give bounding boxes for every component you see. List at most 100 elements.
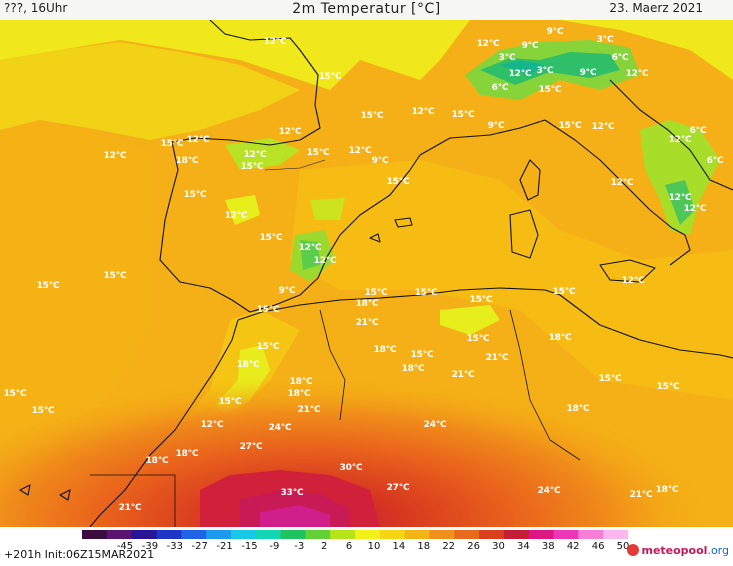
temperature-label: 3°C — [498, 53, 516, 63]
temperature-label: 15°C — [256, 342, 280, 352]
temperature-label: 15°C — [3, 389, 27, 399]
color-scale-segment — [454, 530, 480, 539]
temperature-label: 15°C — [598, 374, 622, 384]
temperature-label: 6°C — [706, 156, 724, 166]
temperature-label: 24°C — [537, 486, 561, 496]
temperature-label: 27°C — [386, 483, 410, 493]
temperature-label: 12°C — [186, 135, 210, 145]
color-scale-segment — [280, 530, 306, 539]
color-scale-segment — [379, 530, 406, 539]
temperature-label: 15°C — [259, 233, 283, 243]
color-scale-bar — [82, 530, 628, 539]
color-scale-segment — [330, 530, 356, 539]
temperature-label: 6°C — [611, 53, 629, 63]
color-scale-tick-label: 30 — [492, 541, 505, 552]
color-scale-tick-label: 50 — [616, 541, 630, 552]
temperature-label: 21°C — [451, 370, 475, 380]
temperature-label: 30°C — [339, 463, 363, 473]
temperature-field — [0, 20, 733, 527]
temperature-label: 18°C — [401, 364, 425, 374]
color-scale-tick-label: 6 — [345, 541, 353, 552]
forecast-date: 23. Maerz 2021 — [609, 1, 703, 15]
temperature-label: 9°C — [579, 68, 597, 78]
temperature-label: 12°C — [625, 69, 649, 79]
temperature-label: 12°C — [278, 127, 302, 137]
temperature-label: 12°C — [243, 150, 267, 160]
temperature-label: 9°C — [371, 156, 389, 166]
color-scale-segment — [603, 530, 628, 539]
temperature-label: 15°C — [256, 305, 280, 315]
temperature-label: 15°C — [386, 177, 410, 187]
color-scale-segment — [305, 530, 331, 539]
color-scale-segment — [82, 530, 108, 539]
color-scale-tick-label: -45 — [116, 541, 134, 552]
temperature-label: 9°C — [546, 27, 564, 37]
temperature-label: 6°C — [491, 83, 509, 93]
color-scale-tick-label: 22 — [442, 541, 456, 552]
color-scale-tick-label: 34 — [517, 541, 530, 552]
temperature-label: 15°C — [414, 288, 438, 298]
temperature-label: 12°C — [668, 193, 692, 203]
temperature-label: 12°C — [411, 107, 435, 117]
color-scale-tick-label: -33 — [166, 541, 183, 552]
temperature-label: 21°C — [297, 405, 321, 415]
logo-icon — [627, 544, 640, 556]
temperature-label: 18°C — [287, 389, 311, 399]
color-scale-segment — [255, 530, 282, 539]
temperature-label: 15°C — [103, 271, 127, 281]
color-scale-tick-label: 2 — [321, 541, 328, 552]
color-scale-tick-label: -15 — [241, 541, 258, 552]
color-scale-segment — [355, 530, 381, 539]
temperature-label: 15°C — [360, 111, 384, 121]
color-scale-tick-label: -3 — [294, 541, 305, 552]
temperature-label: 15°C — [306, 148, 330, 158]
temperature-label: 15°C — [364, 288, 388, 298]
temperature-label: 12°C — [683, 204, 707, 214]
color-scale-segment — [181, 530, 207, 539]
map-title: 2m Temperatur [°C] — [292, 1, 441, 17]
temperature-label: 18°C — [655, 485, 679, 495]
temperature-label: 21°C — [485, 353, 509, 363]
color-scale-tick-label: 42 — [566, 541, 580, 552]
color-scale-tick-label: 18 — [417, 541, 431, 552]
color-scale-segment — [479, 530, 505, 539]
color-scale-segment — [528, 530, 555, 539]
color-scale-tick-label: 46 — [591, 541, 605, 552]
meteopool-logo[interactable]: meteopool.org — [627, 544, 729, 557]
temperature-label: 12°C — [591, 122, 615, 132]
temperature-label: 12°C — [476, 39, 500, 49]
color-scale-tick-label: 14 — [392, 541, 406, 552]
temperature-label: 15°C — [318, 72, 342, 82]
temperature-label: 15°C — [656, 382, 680, 392]
temperature-label: 18°C — [236, 360, 260, 370]
temperature-label: 15°C — [469, 295, 493, 305]
temperature-label: 18°C — [373, 345, 397, 355]
temperature-label: 18°C — [548, 333, 572, 343]
color-scale-segment — [131, 530, 157, 539]
logo-domain: .org — [707, 544, 729, 557]
temperature-label: 12°C — [610, 178, 634, 188]
temperature-label: 12°C — [621, 276, 645, 286]
color-scale-segment — [553, 530, 579, 539]
temperature-label: 6°C — [689, 126, 707, 136]
temperature-label: 3°C — [596, 35, 614, 45]
init-time-label: +201h Init:06Z15MAR2021 — [4, 548, 155, 561]
temperature-label: 12°C — [348, 146, 372, 156]
color-scale-segment — [230, 530, 257, 539]
temperature-label: 15°C — [410, 350, 434, 360]
temperature-label: 12°C — [508, 69, 532, 79]
color-scale-tick-label: -27 — [191, 541, 208, 552]
temperature-label: 18°C — [175, 156, 199, 166]
temperature-label: 24°C — [268, 423, 292, 433]
temperature-label: 15°C — [31, 406, 55, 416]
temperature-label: 12°C — [313, 256, 337, 266]
temperature-label: 12°C — [298, 243, 322, 253]
temperature-label: 21°C — [629, 490, 653, 500]
temperature-label: 15°C — [218, 397, 242, 407]
temperature-map: 12°C 12°C 9°C 9°C 3°C 3°C 6°C 15°C 12°C 3°C 9°C 12°… — [0, 20, 733, 527]
forecast-time-label: ???, 16Uhr — [4, 1, 68, 15]
temperature-label: 21°C — [118, 503, 142, 513]
color-scale-tick-label: -39 — [141, 541, 159, 552]
temperature-label: 15°C — [552, 287, 576, 297]
temperature-label: 15°C — [466, 334, 490, 344]
